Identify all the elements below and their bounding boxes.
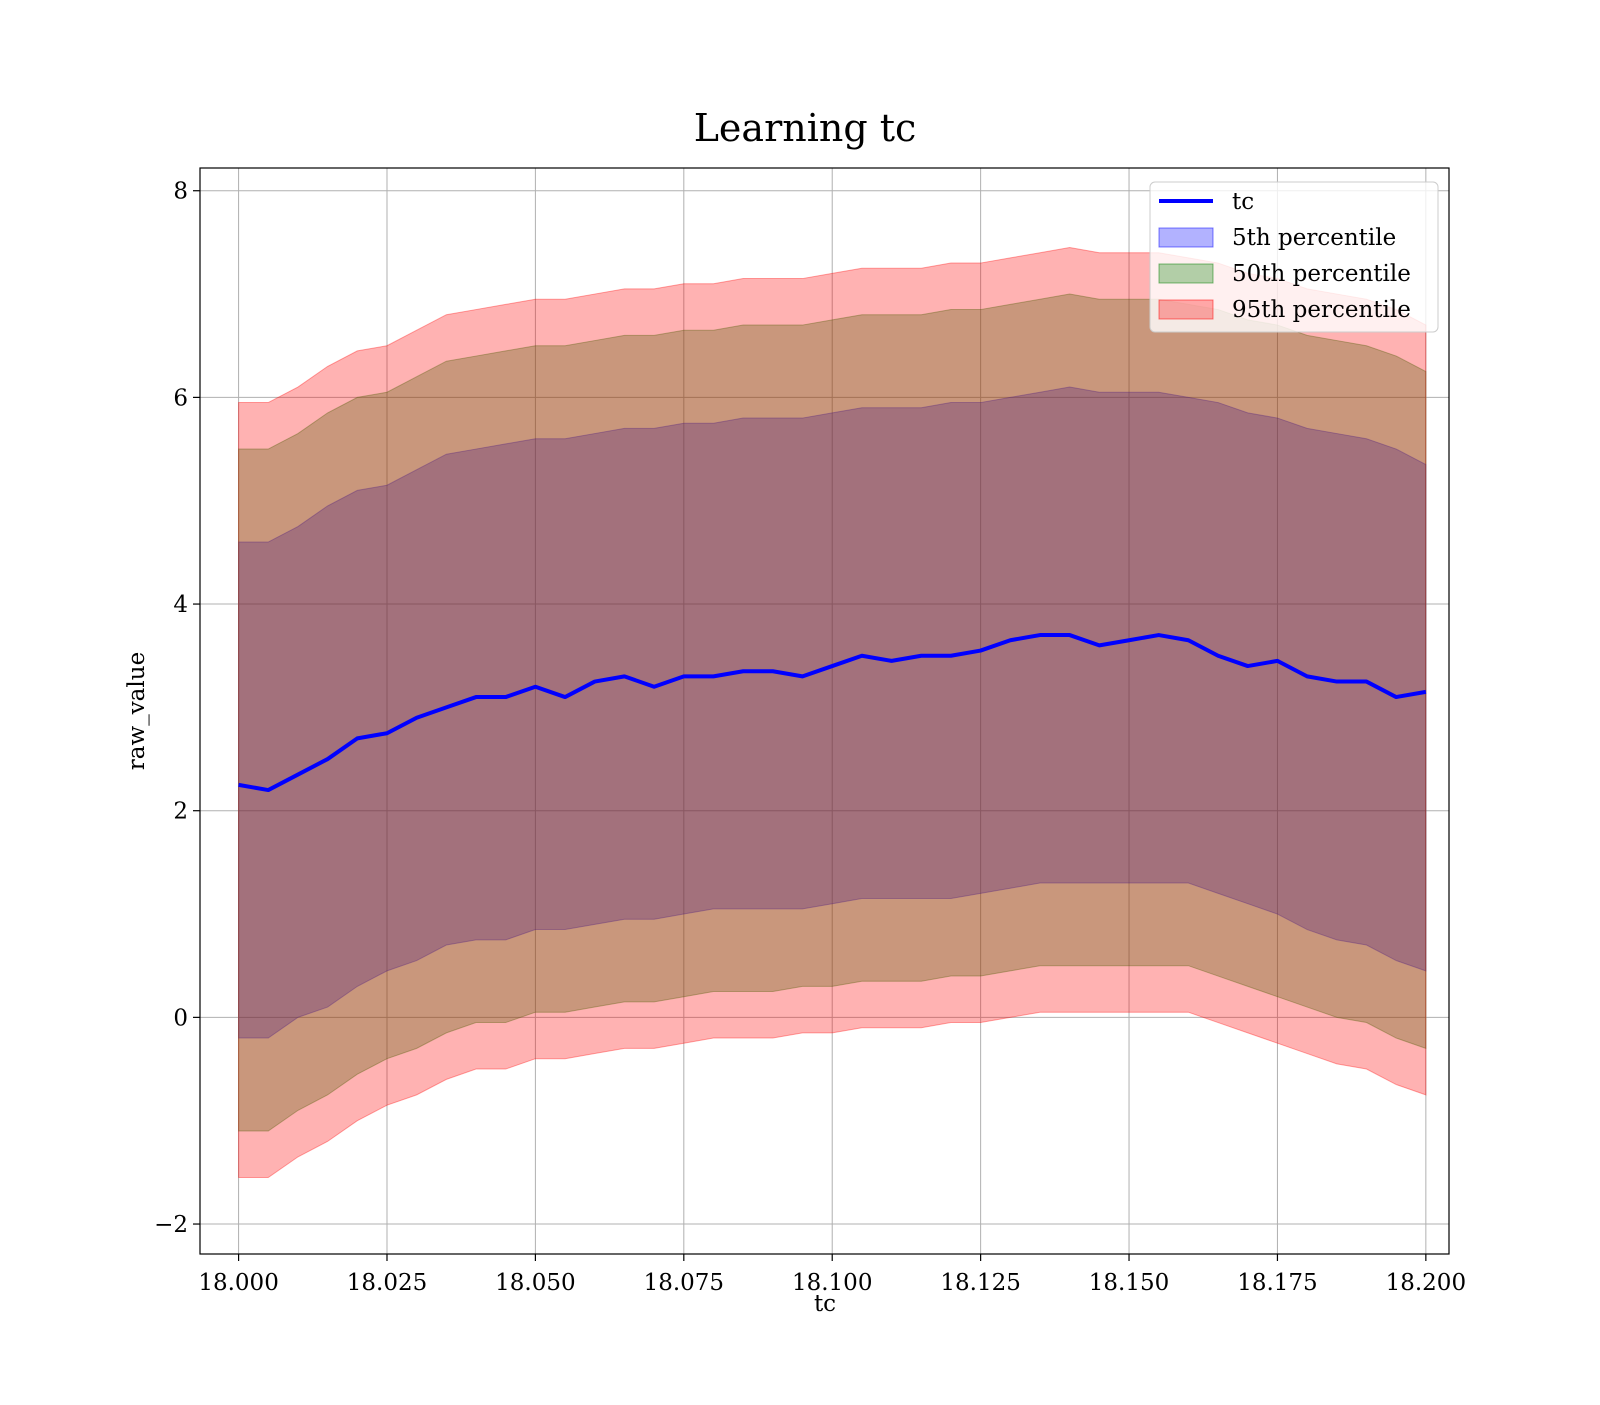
chart-title: Learning tc: [694, 106, 917, 150]
x-tick-label: 18.100: [792, 1270, 872, 1296]
plot-frame: [199, 167, 1450, 1255]
legend-swatch-50th-percentile: [1158, 263, 1214, 284]
x-tick-label: 18.050: [495, 1270, 575, 1296]
x-tick-label: 18.175: [1237, 1270, 1317, 1296]
legend: tc 5th percentile 50th percentile 95th p…: [1149, 181, 1439, 333]
x-tick-label: 18.150: [1089, 1270, 1169, 1296]
legend-label-tc: tc: [1232, 189, 1254, 215]
y-tick-label: 0: [173, 1005, 188, 1031]
legend-label-95th-percentile: 95th percentile: [1232, 297, 1411, 323]
x-tick-label: 18.075: [644, 1270, 724, 1296]
y-axis-ticks: −2 0 2 4 6 8: [154, 179, 200, 1238]
x-axis-ticks: 18.000 18.025 18.050 18.075 18.100 18.125 18.1…: [198, 1254, 1466, 1296]
x-tick-label: 18.200: [1386, 1270, 1466, 1296]
legend-swatch-5th-percentile: [1158, 227, 1214, 248]
x-tick-label: 18.025: [347, 1270, 427, 1296]
line-tc: [238, 633, 1427, 793]
band-5th-percentile: [238, 386, 1427, 1039]
x-axis-label: tc: [814, 1291, 836, 1317]
y-tick-label: 8: [173, 179, 188, 205]
y-tick-label: 6: [173, 385, 188, 411]
legend-box: [1149, 181, 1439, 333]
x-tick-label: 18.000: [198, 1270, 278, 1296]
legend-swatch-95th-percentile: [1158, 299, 1214, 320]
y-tick-label: 4: [173, 592, 188, 618]
y-tick-label: 2: [173, 799, 188, 825]
grid: [200, 168, 1449, 1254]
band-95th-percentile: [238, 247, 1427, 1179]
legend-label-5th-percentile: 5th percentile: [1232, 225, 1396, 251]
band-50th-percentile: [238, 293, 1427, 1132]
y-tick-label: −2: [154, 1212, 188, 1238]
y-axis-label: raw_value: [124, 652, 150, 770]
percentile-bands: [238, 247, 1427, 1179]
tc-line-layer: [238, 633, 1427, 793]
legend-label-50th-percentile: 50th percentile: [1232, 261, 1411, 287]
x-tick-label: 18.125: [940, 1270, 1020, 1296]
